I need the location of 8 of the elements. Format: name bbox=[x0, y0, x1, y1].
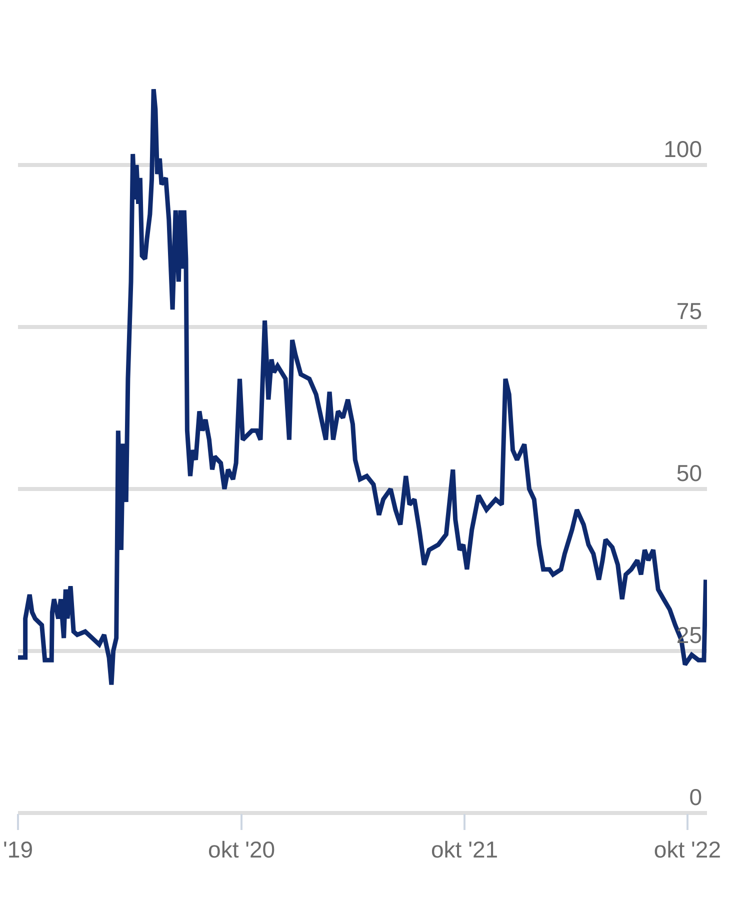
y-tick-label: 75 bbox=[676, 298, 702, 324]
x-tick-label: okt '20 bbox=[208, 836, 276, 863]
y-tick-label: 100 bbox=[664, 136, 702, 162]
y-tick-label: 0 bbox=[689, 784, 702, 810]
x-tick-label: okt '21 bbox=[430, 836, 498, 863]
x-tick-label: okt '22 bbox=[654, 836, 721, 863]
x-tick-label: '19 bbox=[3, 836, 33, 863]
y-tick-label: 50 bbox=[676, 460, 702, 486]
